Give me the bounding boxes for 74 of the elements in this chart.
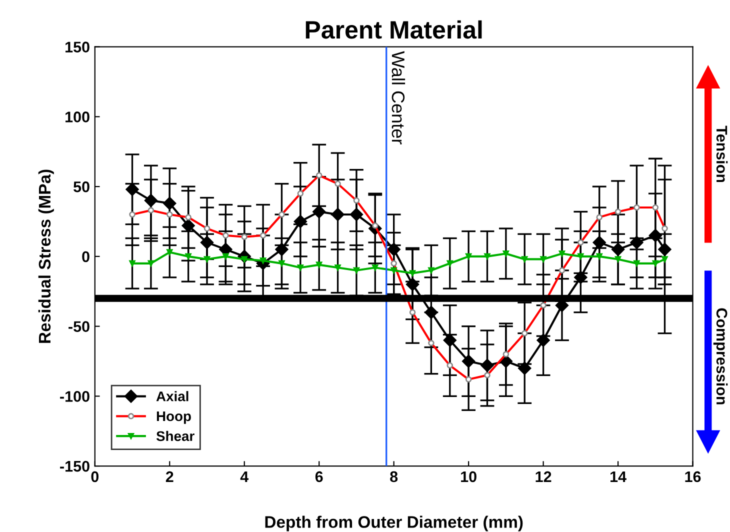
point <box>387 242 400 256</box>
point <box>297 264 304 271</box>
point <box>372 264 378 271</box>
point <box>611 242 625 256</box>
y-axis-title: Residual Stress (MPa) <box>38 170 54 343</box>
y-tick-label: -150 <box>60 460 90 472</box>
point <box>630 236 644 250</box>
point <box>634 260 640 267</box>
x-tick-label: 16 <box>685 471 701 482</box>
point <box>163 196 176 210</box>
y-tick-label: 150 <box>66 42 90 52</box>
y-tick-label: 100 <box>66 112 90 122</box>
ref-line-label: Wall Center <box>392 51 406 144</box>
chart-title: Parent Material <box>306 20 482 39</box>
point <box>443 334 456 347</box>
point <box>446 260 454 267</box>
point <box>294 214 308 228</box>
point <box>148 260 154 267</box>
x-tick-label: 6 <box>315 471 323 482</box>
point <box>592 236 606 250</box>
x-tick-label: 2 <box>166 471 174 482</box>
point <box>480 358 494 372</box>
point <box>185 253 192 260</box>
point <box>574 270 588 284</box>
point <box>144 194 158 208</box>
point <box>409 270 416 276</box>
y-tick-label: -50 <box>68 321 90 332</box>
point <box>331 208 344 222</box>
point <box>353 267 360 274</box>
point <box>614 256 622 262</box>
point <box>204 256 210 262</box>
point <box>652 260 659 267</box>
x-tick-label: 8 <box>390 471 398 482</box>
point <box>658 242 672 256</box>
point <box>521 256 528 262</box>
x-tick-label: 4 <box>240 471 249 482</box>
point <box>129 260 136 267</box>
legend-label: Shear <box>156 430 194 442</box>
point <box>502 250 510 257</box>
point <box>275 242 288 256</box>
x-tick-label: 12 <box>536 471 552 482</box>
point <box>278 260 285 267</box>
point <box>222 253 229 260</box>
point <box>428 267 434 274</box>
point <box>536 334 550 347</box>
point <box>350 208 364 222</box>
point <box>578 253 584 260</box>
point <box>465 253 472 260</box>
x-tick-label: 0 <box>91 471 99 482</box>
point <box>424 306 438 319</box>
x-tick-label: 10 <box>461 471 476 482</box>
y-tick-label: 0 <box>82 251 90 262</box>
point <box>484 253 490 260</box>
point <box>390 267 397 274</box>
point <box>596 253 602 260</box>
x-axis-title: Depth from Outer Diameter (mm) <box>265 516 523 532</box>
point <box>312 205 326 218</box>
legend-label: Hoop <box>156 411 191 424</box>
point <box>462 354 476 368</box>
text: Tension <box>716 126 728 182</box>
text: Compression <box>713 308 728 404</box>
point <box>126 182 139 196</box>
point <box>648 228 662 242</box>
point <box>316 262 322 268</box>
x-tick-label: 14 <box>610 471 626 482</box>
legend-label: Axial <box>156 391 188 402</box>
point <box>406 278 420 291</box>
y-tick-label: 50 <box>74 181 90 192</box>
point <box>334 264 341 271</box>
point <box>558 250 566 257</box>
point <box>200 236 214 250</box>
y-tick-label: -100 <box>60 391 90 402</box>
point <box>182 219 195 232</box>
point <box>518 362 532 375</box>
